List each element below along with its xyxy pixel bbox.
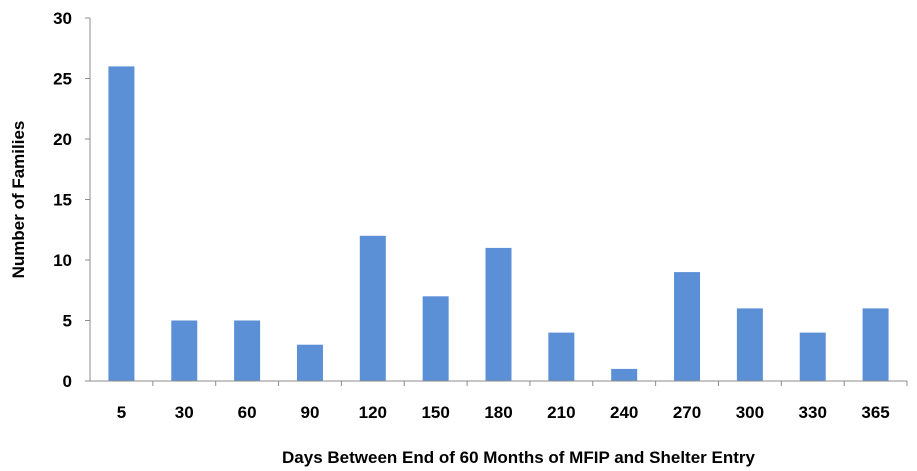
y-tick-label: 20 [53,130,72,149]
bars-group [108,66,889,382]
x-tick-label: 210 [547,403,575,422]
bar-210 [548,332,575,381]
x-tick-label: 330 [799,403,827,422]
bar-270 [674,272,701,381]
bar-240 [611,368,638,381]
x-tick-label: 30 [175,403,194,422]
y-axis-title: Number of Families [9,121,28,279]
x-tick-label: 365 [861,403,889,422]
bar-60 [234,320,261,381]
bar-365 [862,308,889,381]
bar-330 [799,332,826,381]
bar-5 [108,66,135,382]
x-tick-label: 240 [610,403,638,422]
x-tick-label: 5 [117,403,126,422]
bar-90 [296,344,323,381]
bar-120 [359,235,386,381]
bar-150 [422,296,449,381]
y-ticks-group: 0 5 10 15 20 25 30 [53,9,90,391]
x-tick-label: 60 [238,403,257,422]
x-ticks-group: 5 30 60 90 120 150 180 210 240 270 300 330 365 [117,381,908,422]
x-tick-label: 120 [359,403,387,422]
x-axis-title: Days Between End of 60 Months of MFIP an… [282,448,755,467]
x-tick-label: 90 [301,403,320,422]
y-tick-label: 30 [53,9,72,28]
x-tick-label: 180 [484,403,512,422]
y-tick-label: 0 [63,372,72,391]
y-tick-label: 15 [53,191,72,210]
bar-180 [485,247,512,381]
y-tick-label: 5 [63,312,72,331]
x-tick-label: 270 [673,403,701,422]
bar-30 [171,320,198,381]
x-tick-label: 150 [421,403,449,422]
bar-300 [736,308,763,381]
y-tick-label: 25 [53,70,72,89]
x-tick-label: 300 [736,403,764,422]
y-tick-label: 10 [53,251,72,270]
